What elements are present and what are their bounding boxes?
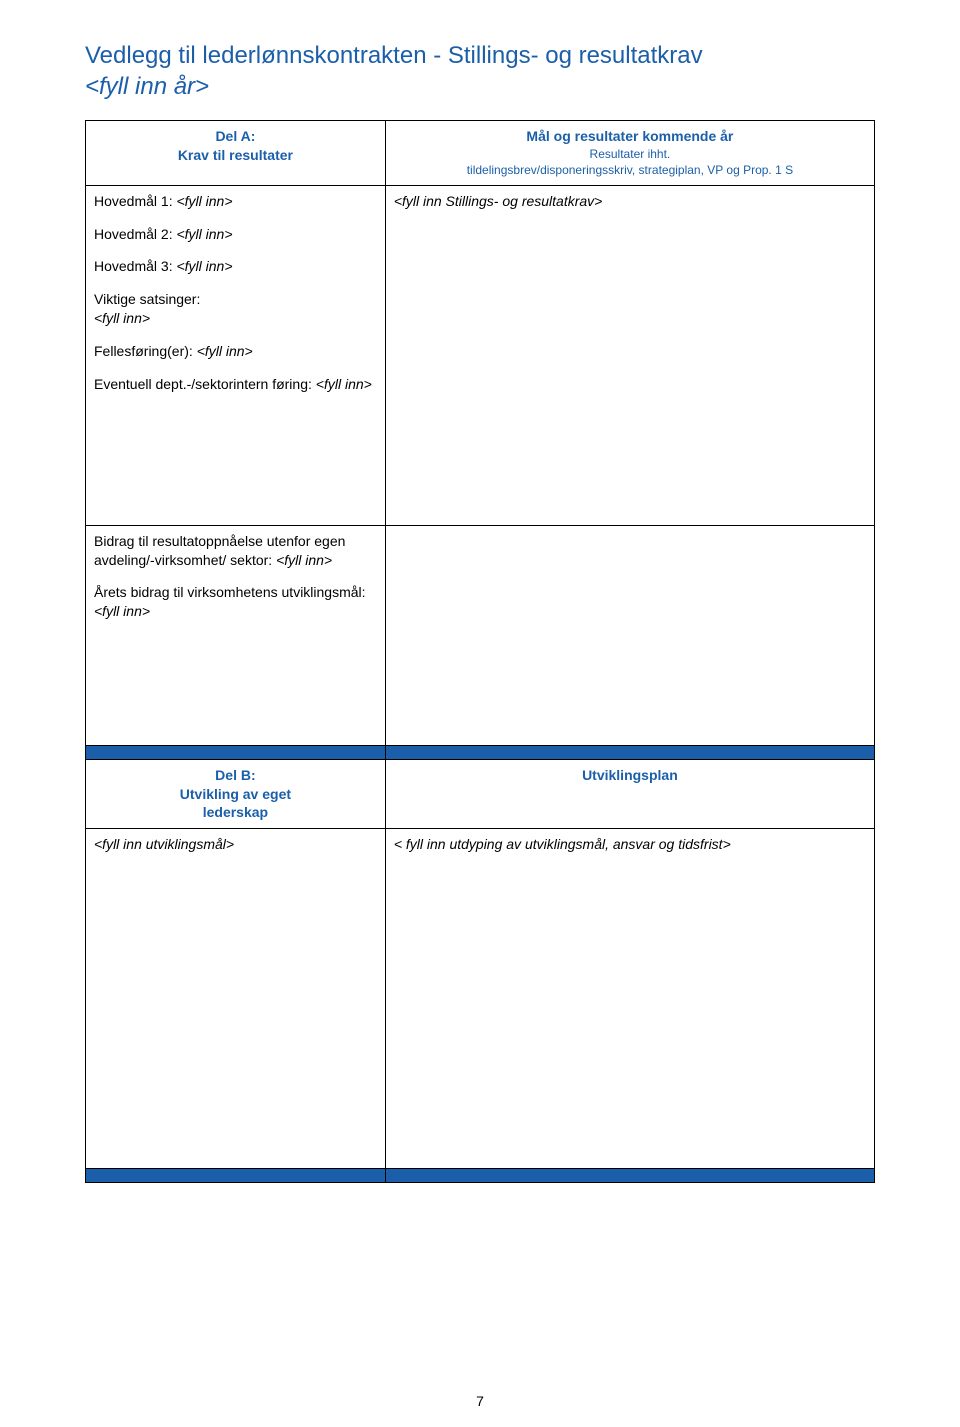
header-b-right-l1: Utviklingsplan xyxy=(394,766,866,785)
hovedmal-1: Hovedmål 1: <fyll inn> xyxy=(94,192,377,211)
header-a-left-l2: Krav til resultater xyxy=(178,147,293,163)
hovedmal-1-val: <fyll inn> xyxy=(176,193,232,209)
table-row-3: <fyll inn utviklingsmål> < fyll inn utdy… xyxy=(86,829,875,1169)
row3-left-val: <fyll inn utviklingsmål> xyxy=(94,836,234,852)
header-b-right: Utviklingsplan xyxy=(385,759,874,829)
row1-right-val: <fyll inn Stillings- og resultatkrav> xyxy=(394,193,603,209)
header-b-left-l3: lederskap xyxy=(203,804,268,820)
viktige-satsinger: Viktige satsinger: <fyll inn> xyxy=(94,290,377,328)
row2-right xyxy=(385,525,874,745)
header-a-right-l2: Resultater ihht. xyxy=(394,146,866,162)
header-a-right: Mål og resultater kommende år Resultater… xyxy=(385,121,874,185)
dept-val: <fyll inn> xyxy=(316,376,372,392)
blue-sep-right-1 xyxy=(385,745,874,759)
hovedmal-1-label: Hovedmål 1: xyxy=(94,193,176,209)
page-title-line2: <fyll inn år> xyxy=(85,71,875,102)
hovedmal-3: Hovedmål 3: <fyll inn> xyxy=(94,257,377,276)
blue-sep-left-1 xyxy=(86,745,386,759)
header-a-left-l1: Del A: xyxy=(215,128,255,144)
blue-separator-1 xyxy=(86,745,875,759)
sats-label: Viktige satsinger: xyxy=(94,291,200,307)
header-b-left-l2: Utvikling av eget xyxy=(180,786,291,802)
table-row-2: Bidrag til resultatoppnåelse utenfor ege… xyxy=(86,525,875,745)
row3-left: <fyll inn utviklingsmål> xyxy=(86,829,386,1169)
blue-sep-right-2 xyxy=(385,1169,874,1183)
dept-label: Eventuell dept.-/sektorintern føring: xyxy=(94,376,316,392)
row1-right: <fyll inn Stillings- og resultatkrav> xyxy=(385,185,874,525)
bidrag-resultat: Bidrag til resultatoppnåelse utenfor ege… xyxy=(94,532,377,570)
hovedmal-2: Hovedmål 2: <fyll inn> xyxy=(94,225,377,244)
felles-val: <fyll inn> xyxy=(197,343,253,359)
hovedmal-3-val: <fyll inn> xyxy=(176,258,232,274)
header-b-left-l1: Del B: xyxy=(215,767,255,783)
page-number: 7 xyxy=(0,1393,960,1409)
document-page: Vedlegg til lederlønnskontrakten - Still… xyxy=(0,0,960,1427)
felles-label: Fellesføring(er): xyxy=(94,343,197,359)
table-row-1: Hovedmål 1: <fyll inn> Hovedmål 2: <fyll… xyxy=(86,185,875,525)
arets-val: <fyll inn> xyxy=(94,603,150,619)
header-a-right-l3: tildelingsbrev/disponeringsskriv, strate… xyxy=(394,162,866,178)
page-title-line1: Vedlegg til lederlønnskontrakten - Still… xyxy=(85,40,875,71)
bidrag-val: <fyll inn> xyxy=(276,552,332,568)
header-b-left: Del B: Utvikling av eget lederskap xyxy=(86,759,386,829)
sats-val: <fyll inn> xyxy=(94,310,150,326)
table-header-b: Del B: Utvikling av eget lederskap Utvik… xyxy=(86,759,875,829)
blue-sep-left-2 xyxy=(86,1169,386,1183)
main-table: Del A: Krav til resultater Mål og result… xyxy=(85,120,875,1183)
hovedmal-3-label: Hovedmål 3: xyxy=(94,258,176,274)
blue-separator-2 xyxy=(86,1169,875,1183)
fellesforing: Fellesføring(er): <fyll inn> xyxy=(94,342,377,361)
dept-foring: Eventuell dept.-/sektorintern føring: <f… xyxy=(94,375,377,394)
hovedmal-2-label: Hovedmål 2: xyxy=(94,226,176,242)
header-a-right-l1: Mål og resultater kommende år xyxy=(394,127,866,146)
header-a-left: Del A: Krav til resultater xyxy=(86,121,386,185)
row1-left: Hovedmål 1: <fyll inn> Hovedmål 2: <fyll… xyxy=(86,185,386,525)
table-header-a: Del A: Krav til resultater Mål og result… xyxy=(86,121,875,185)
row2-left: Bidrag til resultatoppnåelse utenfor ege… xyxy=(86,525,386,745)
row3-right-val: < fyll inn utdyping av utviklingsmål, an… xyxy=(394,836,731,852)
arets-label: Årets bidrag til virksomhetens utvikling… xyxy=(94,584,366,600)
row3-right: < fyll inn utdyping av utviklingsmål, an… xyxy=(385,829,874,1169)
arets-bidrag: Årets bidrag til virksomhetens utvikling… xyxy=(94,583,377,621)
hovedmal-2-val: <fyll inn> xyxy=(176,226,232,242)
